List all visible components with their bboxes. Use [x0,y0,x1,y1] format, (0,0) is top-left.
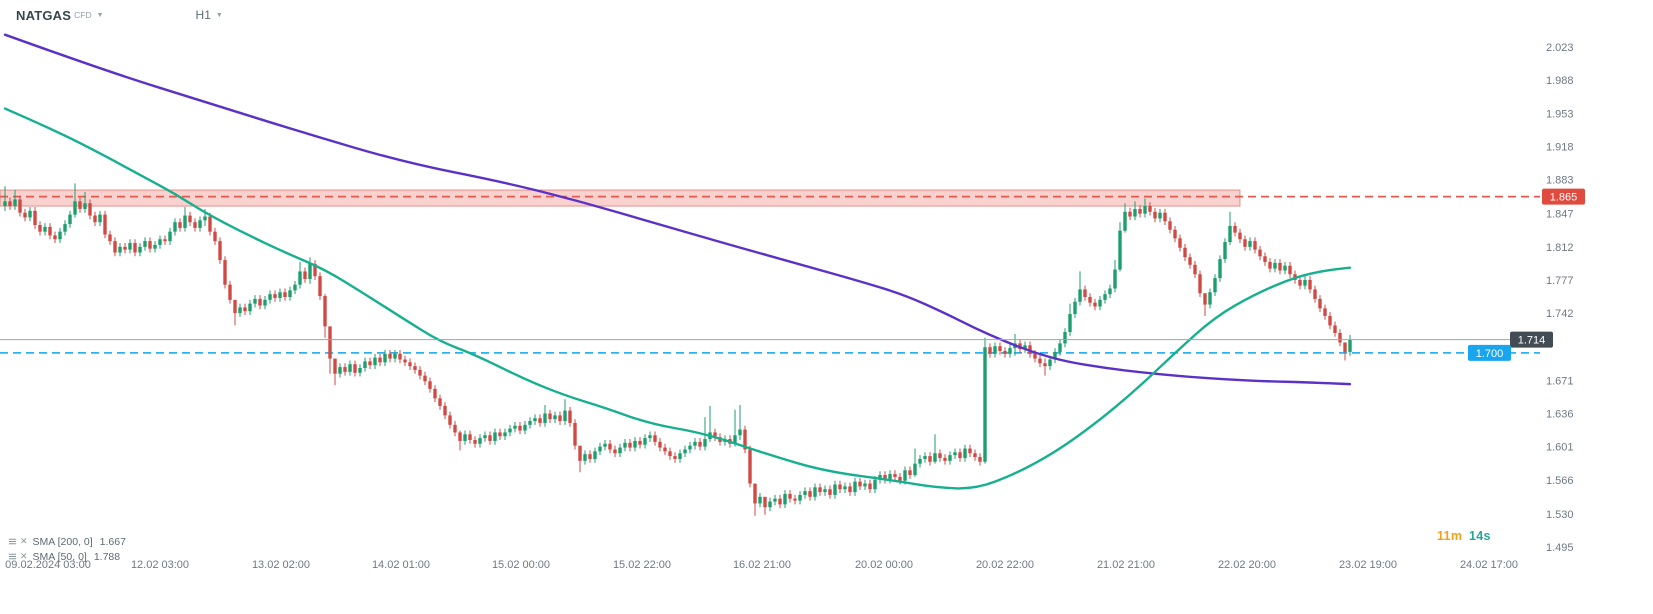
y-axis-tick: 1.953 [1546,108,1574,120]
x-axis-tick: 16.02 21:00 [733,559,791,571]
y-axis-tick: 1.495 [1546,542,1574,554]
y-axis-tick: 1.847 [1546,209,1574,221]
chart-header: NATGAS CFD ▼ H1 ▼ [16,8,223,23]
support-price-badge [1468,344,1511,361]
x-axis-tick: 23.02 19:00 [1339,559,1397,571]
svg-text:1.714: 1.714 [1518,335,1546,347]
indicator-row-icons: ✕ [8,537,28,546]
y-axis-tick: 1.988 [1546,75,1574,87]
x-axis-tick: 09.02.2024 03:00 [5,559,91,571]
zone-layer [0,189,1241,207]
instrument-type-label: CFD [74,10,92,20]
y-axis-tick: 1.742 [1546,308,1574,320]
chevron-down-icon: ▼ [215,12,223,19]
timeframe-label: H1 [195,8,211,22]
remove-indicator-icon[interactable]: ✕ [20,551,28,561]
y-axis-tick: 1.812 [1546,242,1574,254]
chevron-down-icon: ▼ [96,12,104,19]
sma-layer [3,33,1352,490]
y-axis-tick: 1.530 [1546,509,1574,521]
sma-50-line [3,107,1352,490]
axis-layer: 2.023 1.988 1.953 1.918 1.883 1.847 1.812 1.777… [5,42,1573,571]
x-axis-tick: 20.02 00:00 [855,559,913,571]
svg-text:1.865: 1.865 [1550,192,1578,204]
y-axis-tick: 1.777 [1546,275,1574,287]
x-axis-tick: 14.02 01:00 [372,559,430,571]
symbol-name: NATGAS [16,8,72,23]
x-axis-tick: 15.02 22:00 [613,559,671,571]
x-axis-tick: 22.02 20:00 [1218,559,1276,571]
y-axis-tick: 1.601 [1546,442,1574,454]
y-axis-tick: 1.918 [1546,141,1574,153]
y-axis-tick: 1.671 [1546,375,1574,387]
indicator-label: SMA [50, 0] [32,550,87,563]
resistance-price-badge [1542,188,1585,205]
x-axis-tick: 15.02 00:00 [492,559,550,571]
x-axis-tick: 21.02 21:00 [1097,559,1155,571]
indicator-settings-icon[interactable] [8,552,17,561]
indicator-settings-icon[interactable] [8,537,17,546]
countdown-seconds: 14s [1469,529,1491,543]
x-axis-tick: 20.02 22:00 [976,559,1034,571]
badges-layer: 1.865 1.714 1.700 [1468,188,1585,361]
symbol-selector[interactable]: NATGAS CFD ▼ [16,8,104,23]
x-axis-tick: 12.02 03:00 [131,559,189,571]
indicator-value: 1.788 [93,550,121,563]
x-axis-tick: 24.02 17:00 [1460,559,1518,571]
indicator-row-icons: ✕ [8,552,28,561]
y-axis-tick: 1.566 [1546,475,1574,487]
resistance-zone [0,189,1241,207]
candle-countdown: 11m 14s [1437,529,1494,543]
candles-layer [3,183,1352,516]
lines-layer [0,195,1540,354]
timeframe-selector[interactable]: H1 ▼ [196,8,223,22]
sma-200-line [3,33,1352,386]
x-axis-tick: 13.02 02:00 [252,559,310,571]
remove-indicator-icon[interactable]: ✕ [20,536,28,546]
indicator-row-sma-200: ✕ SMA [200, 0] 1.667 [8,534,126,549]
last-price-price-badge [1510,331,1553,348]
y-axis-tick: 2.023 [1546,42,1574,54]
indicator-label: SMA [200, 0] [32,535,93,548]
indicator-value: 1.667 [99,535,126,548]
y-axis-tick: 1.636 [1546,408,1574,420]
countdown-minutes: 11m [1437,529,1467,543]
y-axis-tick: 1.883 [1546,175,1574,187]
indicator-legend: ✕ SMA [200, 0] 1.667 ✕ SMA [50, 0] 1.788 [8,534,126,564]
svg-text:1.700: 1.700 [1476,348,1504,360]
indicator-row-sma-50: ✕ SMA [50, 0] 1.788 [8,549,126,564]
